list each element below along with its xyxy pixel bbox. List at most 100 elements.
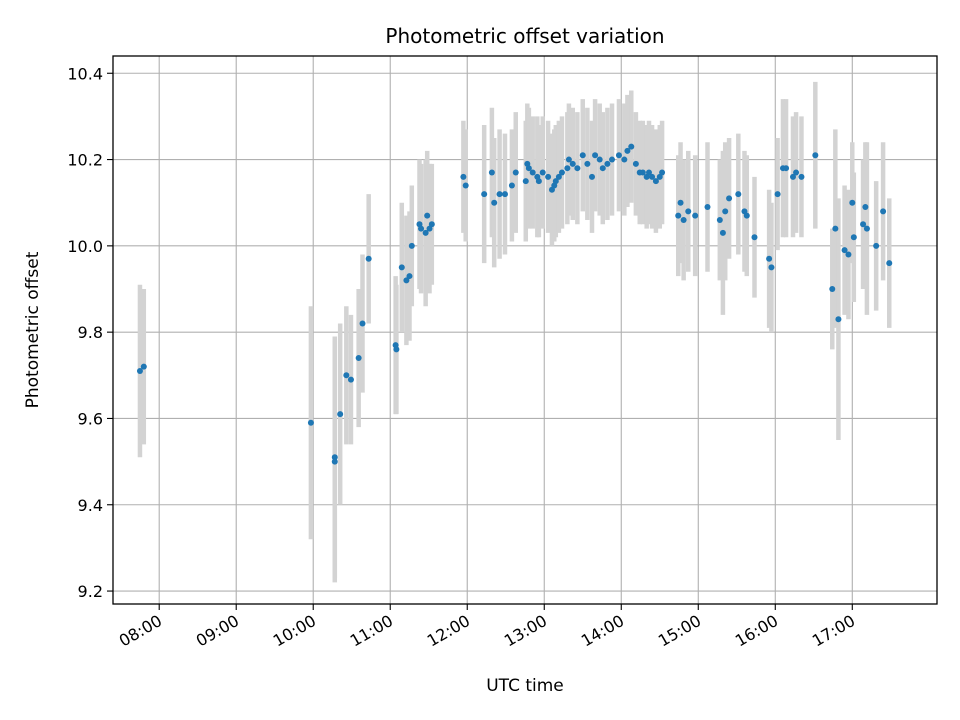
data-point	[841, 247, 848, 254]
data-point	[716, 216, 723, 223]
data-point	[529, 169, 536, 176]
data-point	[789, 173, 796, 180]
data-point	[783, 165, 790, 172]
data-point	[565, 156, 572, 163]
data-point	[508, 182, 515, 189]
data-point	[726, 195, 733, 202]
data-point	[584, 160, 591, 167]
y-tick-label: 10.0	[67, 237, 103, 256]
y-tick-label: 10.2	[67, 151, 103, 170]
data-point	[501, 191, 508, 198]
data-point	[522, 178, 529, 185]
y-tick-label: 10.4	[67, 64, 103, 83]
data-point	[639, 169, 646, 176]
data-point	[735, 191, 742, 198]
data-point	[685, 208, 692, 215]
data-point	[422, 229, 429, 236]
data-point	[545, 173, 552, 180]
x-tick-label: 15:00	[655, 611, 704, 651]
x-tick-label: 13:00	[501, 611, 550, 651]
x-tick-label: 08:00	[116, 611, 165, 651]
data-point	[860, 221, 867, 228]
data-point	[558, 169, 565, 176]
data-point	[564, 165, 571, 172]
data-point	[331, 458, 338, 465]
data-point	[331, 454, 338, 461]
data-point	[525, 165, 532, 172]
data-point	[140, 363, 147, 370]
data-point	[850, 234, 857, 241]
data-point	[579, 152, 586, 159]
data-point	[849, 199, 856, 206]
data-point	[722, 208, 729, 215]
data-point	[359, 320, 366, 327]
data-point	[743, 212, 750, 219]
data-point	[835, 316, 842, 323]
data-point	[863, 225, 870, 232]
y-tick-label: 9.8	[78, 323, 103, 342]
data-point	[337, 411, 344, 418]
data-point	[555, 173, 562, 180]
data-point	[621, 156, 628, 163]
data-point	[845, 251, 852, 258]
data-point	[873, 242, 880, 249]
data-point	[829, 286, 836, 293]
data-point	[632, 160, 639, 167]
x-axis: 08:00 09:00 10:00 11:00 12:00 13:00 14:00 15:00…	[116, 604, 858, 651]
data-point	[615, 152, 622, 159]
data-point	[798, 173, 805, 180]
data-point	[751, 234, 758, 241]
data-point	[652, 178, 659, 185]
data-point	[428, 221, 435, 228]
data-point	[649, 173, 656, 180]
data-point	[599, 165, 606, 172]
data-point	[569, 160, 576, 167]
data-point	[832, 225, 839, 232]
data-point	[307, 419, 314, 426]
x-tick-label: 16:00	[732, 611, 781, 651]
data-point	[588, 173, 595, 180]
data-point	[355, 355, 362, 362]
x-axis-label: UTC time	[486, 676, 564, 696]
data-point	[488, 169, 495, 176]
data-point	[680, 216, 687, 223]
data-point	[766, 255, 773, 262]
y-axis-label: Photometric offset	[23, 251, 43, 408]
data-point	[592, 152, 599, 159]
data-point	[539, 169, 546, 176]
data-point	[365, 255, 372, 262]
data-point	[347, 376, 354, 383]
plot-frame	[112, 55, 938, 605]
data-point	[496, 191, 503, 198]
data-point	[398, 264, 405, 271]
data-point	[645, 169, 652, 176]
data-point	[136, 367, 143, 374]
data-point	[552, 178, 559, 185]
data-point	[406, 273, 413, 280]
data-point	[481, 191, 488, 198]
data-point	[862, 204, 869, 211]
y-tick-label: 9.2	[78, 582, 103, 601]
data-point	[403, 277, 410, 284]
data-point	[704, 204, 711, 211]
data-point	[812, 152, 819, 159]
y-tick-label: 9.6	[78, 409, 103, 428]
data-point	[462, 182, 469, 189]
data-points	[136, 143, 893, 465]
data-point	[793, 169, 800, 176]
data-point	[491, 199, 498, 206]
data-point	[628, 143, 635, 150]
data-point	[880, 208, 887, 215]
data-point	[677, 199, 684, 206]
data-point	[604, 160, 611, 167]
data-point	[408, 242, 415, 249]
data-point	[535, 178, 542, 185]
data-point	[675, 212, 682, 219]
data-point	[512, 169, 519, 176]
x-tick-label: 11:00	[347, 611, 396, 651]
data-point	[609, 156, 616, 163]
data-point	[719, 229, 726, 236]
data-point	[692, 212, 699, 219]
data-point	[768, 264, 775, 271]
